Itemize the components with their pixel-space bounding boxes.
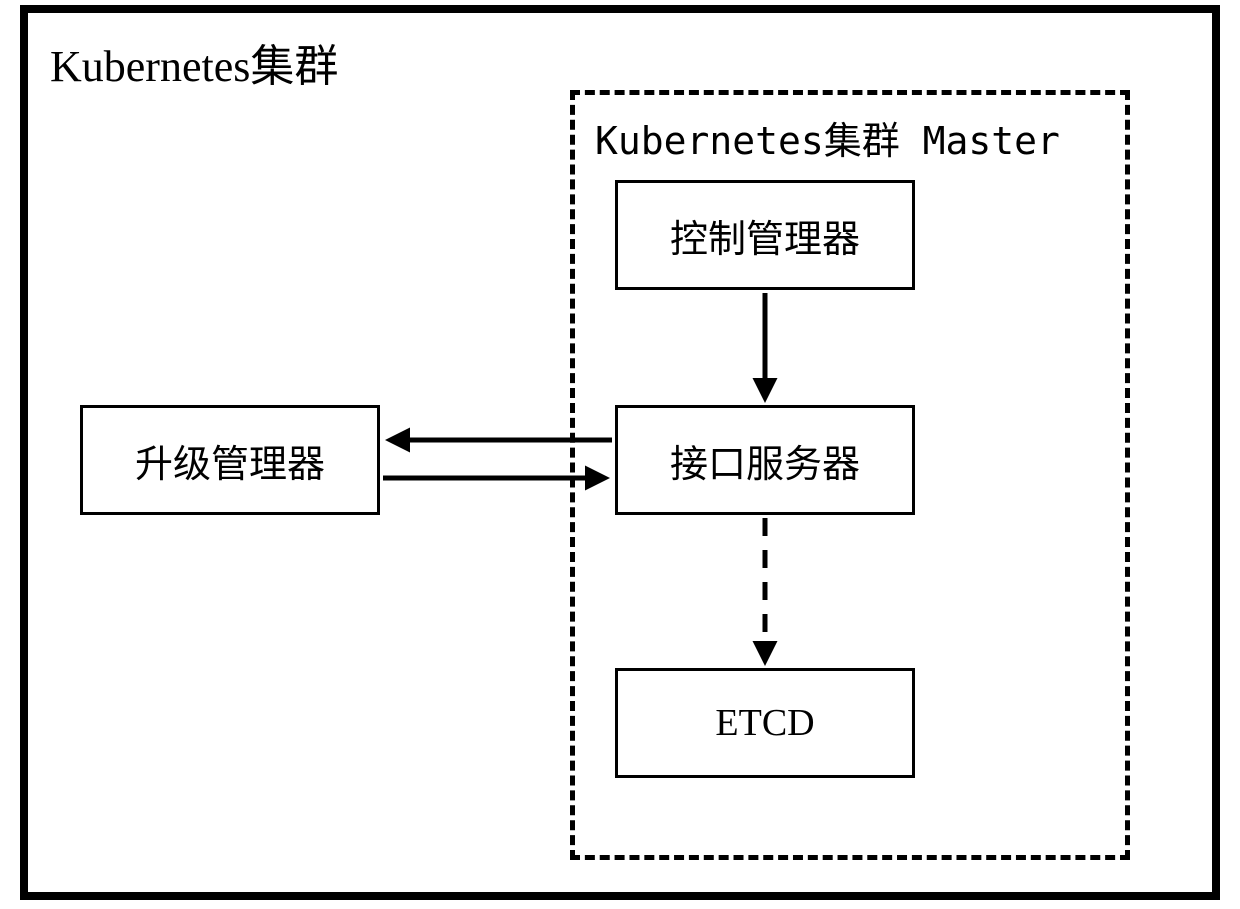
node-label: ETCD <box>715 701 814 745</box>
node-upgrade-manager: 升级管理器 <box>80 405 380 515</box>
node-label: 控制管理器 <box>670 208 860 263</box>
node-control-manager: 控制管理器 <box>615 180 915 290</box>
node-label: 接口服务器 <box>670 433 860 488</box>
master-title: Kubernetes集群 Master <box>595 110 1060 165</box>
cluster-title: Kubernetes集群 <box>50 30 338 94</box>
node-label: 升级管理器 <box>135 433 325 488</box>
node-etcd: ETCD <box>615 668 915 778</box>
node-interface-server: 接口服务器 <box>615 405 915 515</box>
